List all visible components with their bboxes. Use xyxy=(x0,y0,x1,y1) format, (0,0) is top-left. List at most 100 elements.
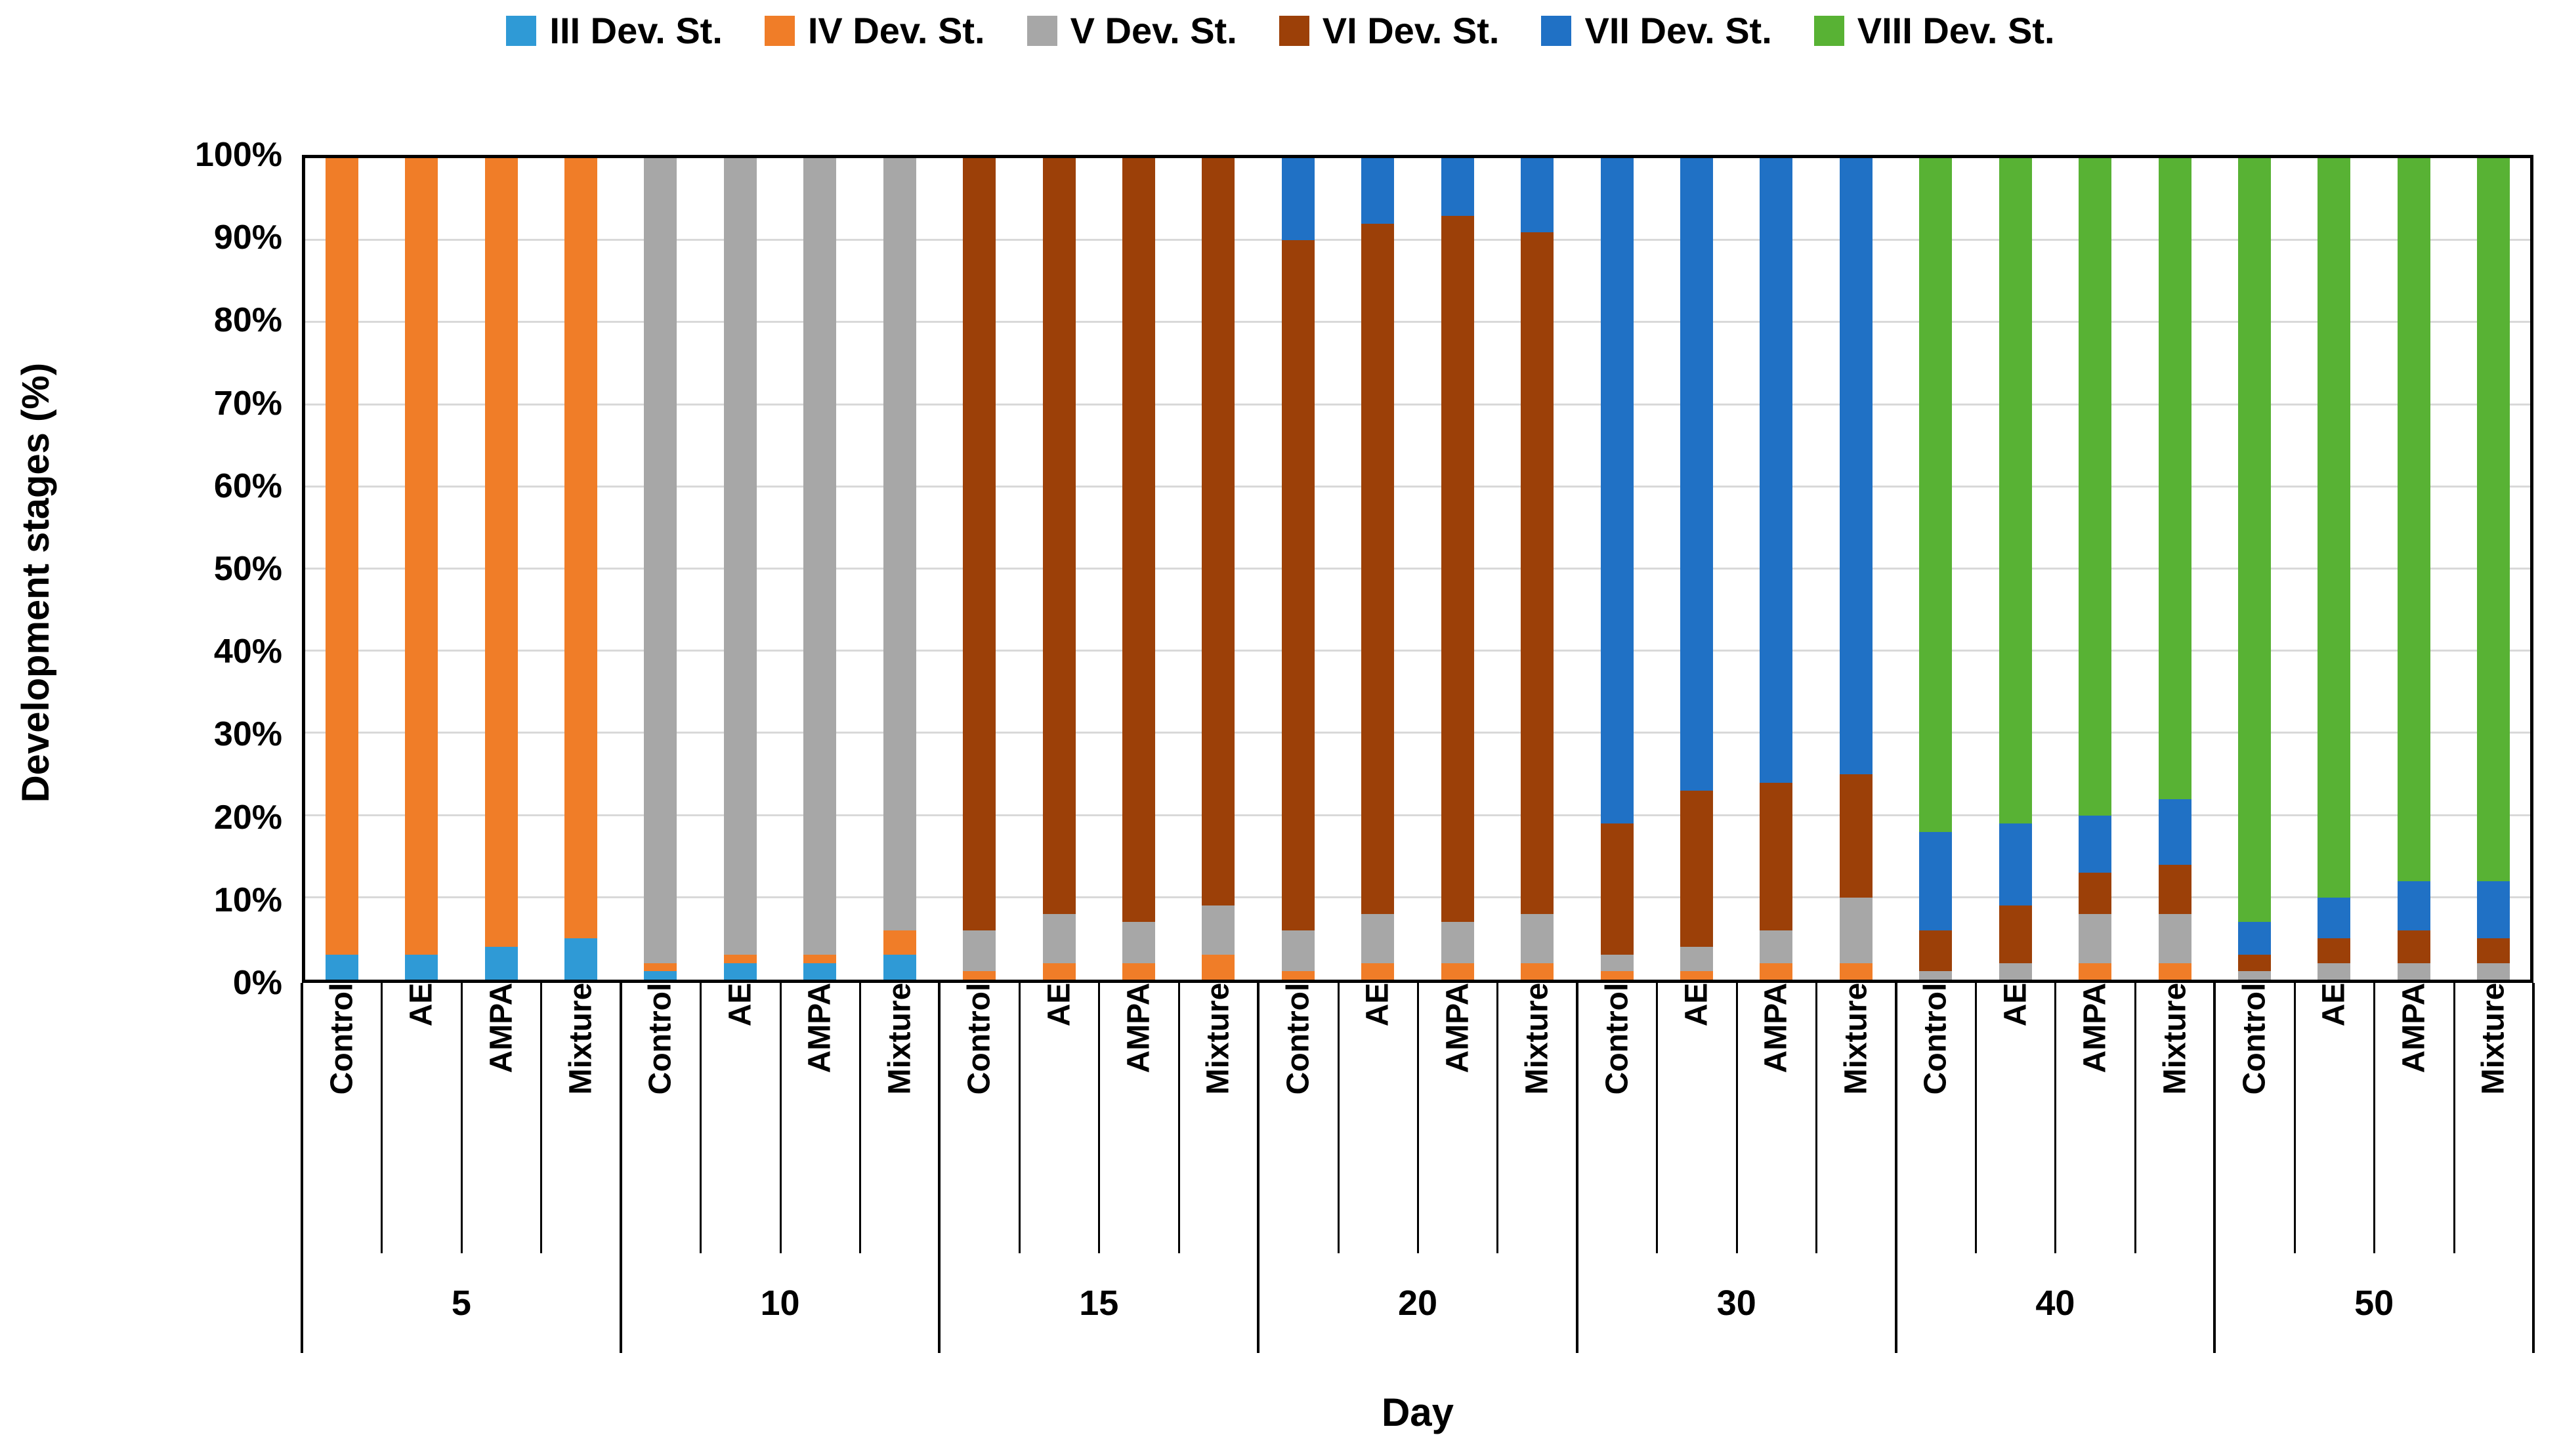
y-axis-title: Development stages (%) xyxy=(14,362,57,803)
legend: III Dev. St. IV Dev. St. V Dev. St. VI Dev.… xyxy=(0,9,2561,52)
bar-segment-vi-dev-st xyxy=(2318,938,2351,963)
bar-segment-v-dev-st xyxy=(963,930,996,972)
bar-segment-vi-dev-st xyxy=(2397,930,2430,963)
gridline-70-percent xyxy=(305,403,2530,406)
bar-segment-vii-dev-st xyxy=(1361,158,1395,224)
bar-day20-ae xyxy=(1361,158,1395,980)
treatment-label: AMPA xyxy=(2077,982,2113,1073)
bar-day50-control xyxy=(2238,158,2271,980)
treatment-label: AE xyxy=(723,982,758,1027)
treatment-label: AMPA xyxy=(802,982,837,1073)
x-label-day20-control: Control xyxy=(1258,983,1338,1253)
y-tick-label-0: 0% xyxy=(232,964,282,1002)
x-axis-cell-divider xyxy=(1735,983,1738,1253)
day-group-label-15: 15 xyxy=(1079,1283,1119,1323)
legend-swatch-icon xyxy=(764,15,795,46)
bar-segment-v-dev-st xyxy=(1042,913,1076,963)
x-axis-group-divider xyxy=(1257,983,1260,1353)
bar-day50-mixture xyxy=(2477,158,2510,980)
gridline-90-percent xyxy=(305,239,2530,241)
x-label-day5-mixture: Mixture xyxy=(541,983,620,1253)
bar-day30-control xyxy=(1600,158,1634,980)
bar-segment-viii-dev-st xyxy=(2079,158,2112,816)
treatment-label: Control xyxy=(1599,982,1634,1095)
bar-segment-iv-dev-st xyxy=(803,955,837,963)
bar-segment-v-dev-st xyxy=(1999,963,2032,980)
bar-segment-vii-dev-st xyxy=(2158,799,2191,865)
bar-segment-v-dev-st xyxy=(2318,963,2351,980)
bar-segment-v-dev-st xyxy=(2477,963,2510,980)
x-label-day15-mixture: Mixture xyxy=(1179,983,1258,1253)
bar-day20-mixture xyxy=(1521,158,1554,980)
bar-day20-ampa xyxy=(1441,158,1474,980)
y-tick-label-60: 60% xyxy=(213,467,282,505)
x-label-day40-mixture: Mixture xyxy=(2135,983,2214,1253)
bar-segment-vi-dev-st xyxy=(1521,232,1554,914)
bar-segment-v-dev-st xyxy=(1600,955,1634,972)
gridline-10-percent xyxy=(305,896,2530,898)
treatment-label: AE xyxy=(2316,982,2352,1027)
x-axis-group-divider xyxy=(2532,983,2535,1353)
bar-day10-ampa xyxy=(803,158,837,980)
bar-segment-v-dev-st xyxy=(2238,971,2271,980)
bar-segment-viii-dev-st xyxy=(2238,158,2271,923)
bar-segment-vii-dev-st xyxy=(1281,158,1315,241)
plot-area xyxy=(302,155,2533,983)
bar-segment-iii-dev-st xyxy=(325,955,358,980)
bar-segment-iv-dev-st xyxy=(1680,971,1713,980)
bar-segment-vii-dev-st xyxy=(2079,815,2112,873)
bar-segment-vii-dev-st xyxy=(1600,158,1634,824)
legend-item-vii-dev-st: VII Dev. St. xyxy=(1541,9,1772,52)
bar-segment-vi-dev-st xyxy=(1999,905,2032,963)
bar-segment-iv-dev-st xyxy=(1521,963,1554,980)
bar-segment-iv-dev-st xyxy=(1600,971,1634,980)
bar-day50-ae xyxy=(2318,158,2351,980)
bar-segment-viii-dev-st xyxy=(2158,158,2191,799)
bar-segment-vi-dev-st xyxy=(1042,158,1076,914)
x-axis-group-divider xyxy=(938,983,941,1353)
bar-segment-viii-dev-st xyxy=(2477,158,2510,881)
x-label-day10-mixture: Mixture xyxy=(860,983,939,1253)
bar-day40-ampa xyxy=(2079,158,2112,980)
y-tick-label-30: 30% xyxy=(213,715,282,754)
bar-segment-iii-dev-st xyxy=(803,963,837,980)
x-axis-cell-divider xyxy=(1496,983,1499,1253)
x-axis-group-divider xyxy=(619,983,622,1353)
legend-swatch-icon xyxy=(1813,15,1844,46)
x-axis-cell-divider xyxy=(1018,983,1021,1253)
x-label-day30-mixture: Mixture xyxy=(1816,983,1895,1253)
x-label-day15-ae: AE xyxy=(1019,983,1099,1253)
legend-swatch-icon xyxy=(1541,15,1572,46)
bar-segment-v-dev-st xyxy=(1122,922,1155,963)
y-tick-label-50: 50% xyxy=(213,550,282,588)
bar-segment-iv-dev-st xyxy=(1281,971,1315,980)
legend-label: IV Dev. St. xyxy=(807,10,985,51)
x-label-day50-ampa: AMPA xyxy=(2374,983,2453,1253)
bar-segment-v-dev-st xyxy=(723,158,757,955)
day-group-label-20: 20 xyxy=(1397,1283,1438,1323)
x-label-day5-control: Control xyxy=(302,983,381,1253)
bar-day10-control xyxy=(644,158,677,980)
treatment-label: Mixture xyxy=(1519,982,1555,1095)
bar-segment-iv-dev-st xyxy=(2158,963,2191,980)
x-axis-cell-divider xyxy=(1417,983,1419,1253)
x-axis-cell-divider xyxy=(381,983,383,1253)
y-tick-label-10: 10% xyxy=(213,881,282,919)
bar-day30-ae xyxy=(1680,158,1713,980)
y-tick-label-40: 40% xyxy=(213,633,282,671)
bar-day30-mixture xyxy=(1839,158,1873,980)
x-axis-cell-divider xyxy=(1656,983,1659,1253)
bar-segment-v-dev-st xyxy=(1202,905,1235,955)
day-group-label-40: 40 xyxy=(2035,1283,2075,1323)
legend-item-viii-dev-st: VIII Dev. St. xyxy=(1813,9,2055,52)
x-label-day20-ae: AE xyxy=(1338,983,1418,1253)
gridline-40-percent xyxy=(305,650,2530,652)
x-axis-group-divider xyxy=(2213,983,2216,1353)
x-label-day40-ampa: AMPA xyxy=(2055,983,2134,1253)
bar-segment-vii-dev-st xyxy=(2477,881,2510,939)
bar-segment-v-dev-st xyxy=(1521,913,1554,963)
legend-label: VII Dev. St. xyxy=(1584,10,1772,51)
bar-segment-vii-dev-st xyxy=(2397,881,2430,930)
bar-day15-ampa xyxy=(1122,158,1155,980)
bar-segment-vi-dev-st xyxy=(1919,930,1953,972)
